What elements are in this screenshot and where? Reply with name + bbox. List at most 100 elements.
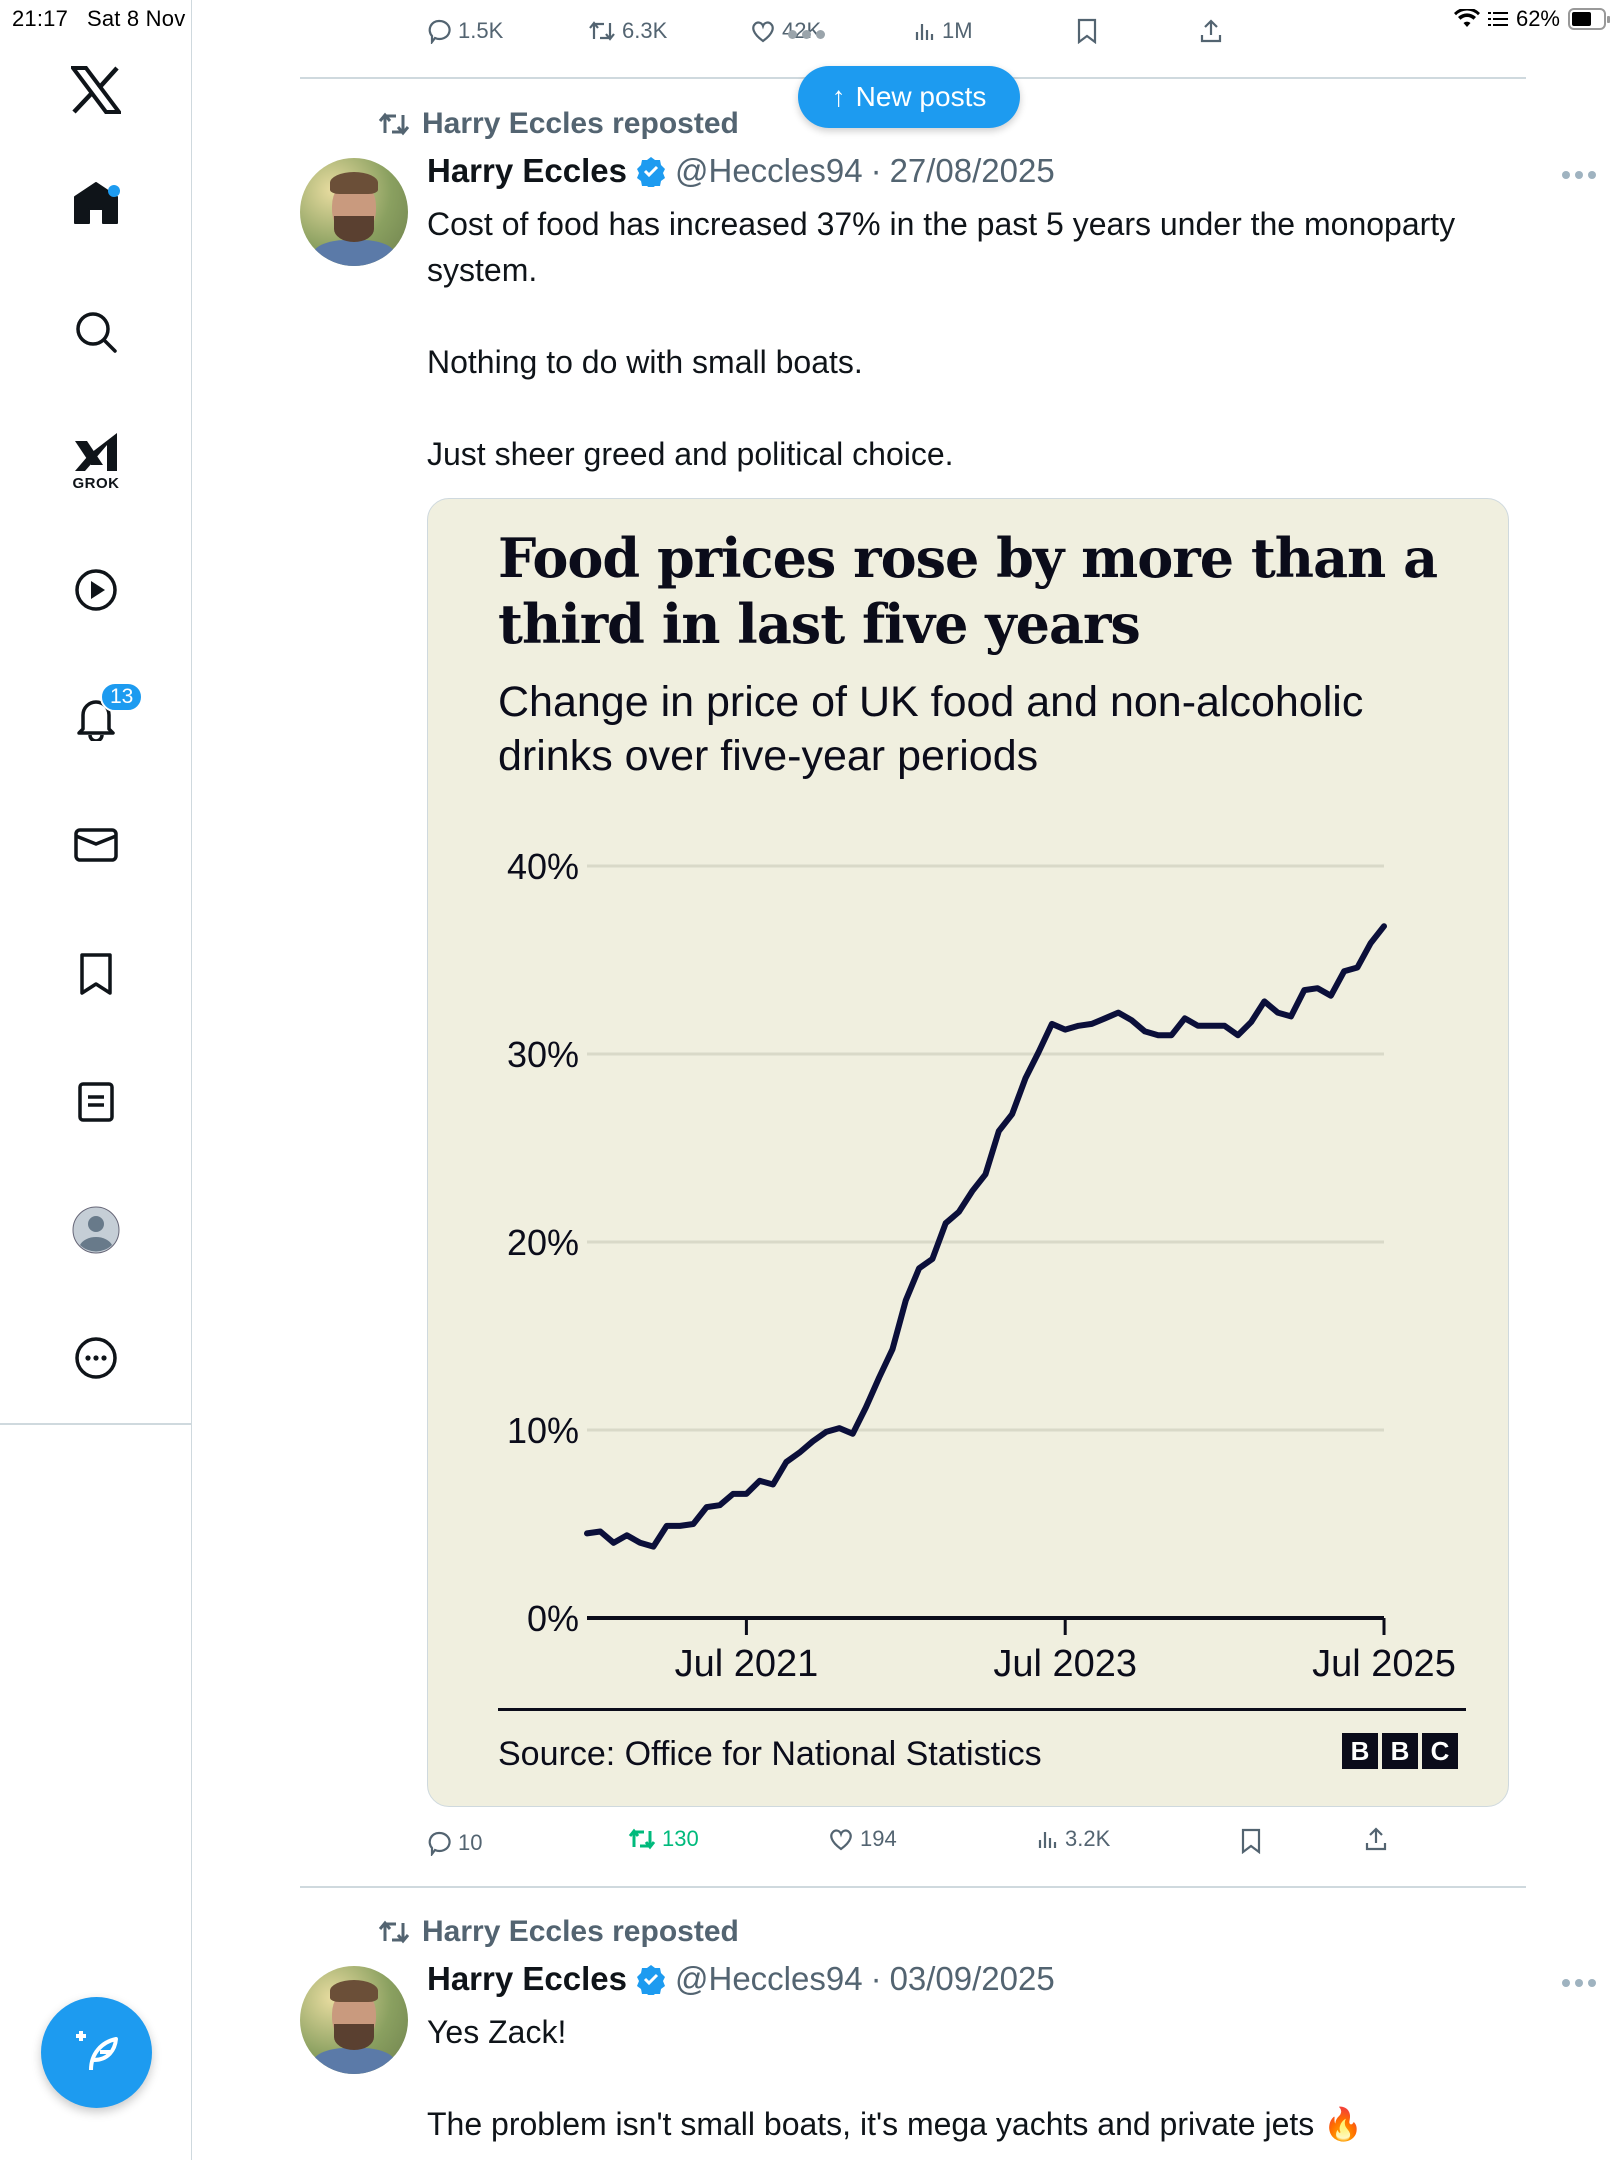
author-name[interactable]: Harry Eccles bbox=[427, 152, 627, 189]
bbc-logo-letter: C bbox=[1422, 1733, 1458, 1769]
series-line bbox=[584, 923, 1387, 1550]
tweet-header: Harry Eccles @Heccles94 · 27/08/2025 bbox=[427, 152, 1055, 190]
repost-icon bbox=[378, 1920, 410, 1944]
home-icon bbox=[74, 182, 118, 224]
sidebar-item-notifications[interactable]: 13 bbox=[56, 678, 144, 758]
header-separator: · bbox=[870, 152, 882, 189]
sidebar-item-video[interactable] bbox=[56, 550, 136, 630]
list-document-icon bbox=[78, 1082, 114, 1122]
y-tick-label: 10% bbox=[507, 1410, 579, 1451]
bbc-logo-letter: B bbox=[1382, 1733, 1418, 1769]
views-button[interactable]: 3.2K bbox=[1037, 1826, 1110, 1852]
status-indicators: 62% bbox=[1453, 6, 1610, 32]
share-button[interactable] bbox=[1199, 18, 1223, 44]
envelope-icon bbox=[74, 828, 118, 862]
reply-button[interactable]: 1.5K bbox=[426, 18, 503, 44]
x-tick-label: Jul 2023 bbox=[993, 1643, 1137, 1685]
tweet-date[interactable]: 27/08/2025 bbox=[889, 152, 1055, 189]
reply-button[interactable]: 10 bbox=[426, 1830, 482, 1856]
header-separator: · bbox=[870, 1960, 882, 1997]
sidebar-item-grok[interactable]: GROK bbox=[56, 422, 136, 502]
more-circle-icon bbox=[75, 1337, 117, 1379]
bookmark-icon bbox=[1077, 18, 1097, 44]
bookmark-button[interactable] bbox=[1240, 1828, 1262, 1854]
new-posts-button[interactable]: ↑ New posts bbox=[798, 66, 1020, 128]
y-tick-label: 20% bbox=[507, 1222, 579, 1263]
verified-badge-icon bbox=[636, 1965, 665, 1995]
line-chart: 0% 10% 20% 30% 40% Jul 2021 Jul 2023 Jul 2025 bbox=[507, 846, 1456, 1685]
share-icon bbox=[1200, 19, 1222, 43]
author-handle[interactable]: @Heccles94 bbox=[674, 152, 863, 189]
new-posts-label: New posts bbox=[855, 81, 987, 112]
loading-dots-icon bbox=[788, 30, 825, 39]
sidebar-item-profile[interactable] bbox=[56, 1190, 136, 1270]
repost-count: 6.3K bbox=[622, 18, 668, 43]
tweet-more-button[interactable] bbox=[1562, 1979, 1596, 1987]
views-count: 1M bbox=[942, 18, 973, 43]
sidebar-item-search[interactable] bbox=[56, 292, 136, 372]
status-time-date: 21:17 Sat 8 Nov bbox=[12, 6, 185, 32]
sidebar-item-home[interactable] bbox=[56, 163, 136, 243]
sidebar-item-more[interactable] bbox=[56, 1318, 136, 1398]
chart-source: Source: Office for National Statistics bbox=[498, 1735, 1042, 1773]
views-button[interactable]: 1M bbox=[914, 18, 973, 44]
tweet-text: Cost of food has increased 37% in the pa… bbox=[427, 206, 1456, 472]
tweet-more-button[interactable] bbox=[1562, 171, 1596, 179]
like-button[interactable]: 42K bbox=[750, 18, 821, 44]
chart-title: Food prices rose by more than a third in… bbox=[498, 526, 1438, 656]
sidebar-divider bbox=[0, 1423, 192, 1425]
x-logo-icon bbox=[71, 66, 121, 114]
like-button[interactable]: 194 bbox=[828, 1826, 897, 1852]
grok-icon bbox=[75, 432, 117, 471]
status-time: 21:17 bbox=[12, 6, 69, 31]
chart-image[interactable]: Food prices rose by more than a third in… bbox=[427, 498, 1509, 1807]
reply-icon bbox=[428, 1831, 451, 1856]
search-icon bbox=[76, 312, 117, 353]
author-avatar[interactable] bbox=[300, 158, 408, 266]
compose-post-button[interactable] bbox=[41, 1997, 152, 2108]
repost-label: Harry Eccles reposted bbox=[422, 107, 739, 140]
tweet-header: Harry Eccles @Heccles94 · 03/09/2025 bbox=[427, 1960, 1055, 1998]
author-avatar[interactable] bbox=[300, 1966, 408, 2074]
sidebar: GROK 13 bbox=[0, 0, 192, 2160]
tweet-text: Yes Zack! The problem isn't small boats,… bbox=[427, 2014, 1364, 2142]
bookmark-icon bbox=[80, 953, 112, 995]
sidebar-item-bookmarks[interactable] bbox=[56, 934, 136, 1014]
x-tick-label: Jul 2021 bbox=[675, 1643, 819, 1685]
like-count: 194 bbox=[860, 1826, 897, 1851]
compose-feather-icon bbox=[75, 2030, 118, 2070]
sidebar-item-messages[interactable] bbox=[56, 806, 136, 886]
heart-icon bbox=[830, 1829, 852, 1851]
repost-icon bbox=[628, 1828, 656, 1850]
sidebar-item-lists[interactable] bbox=[56, 1062, 136, 1142]
status-date: Sat 8 Nov bbox=[87, 6, 186, 31]
repost-icon bbox=[589, 21, 615, 41]
tweet-divider bbox=[300, 1886, 1526, 1888]
timeline-feed: 1.5K 6.3K 42K 1M ↑ New posts Harry Ecc bbox=[192, 0, 1620, 2160]
views-count: 3.2K bbox=[1065, 1826, 1111, 1851]
list-icon bbox=[1487, 12, 1508, 26]
repost-context: Harry Eccles reposted bbox=[378, 107, 739, 141]
tweet-date[interactable]: 03/09/2025 bbox=[889, 1960, 1055, 1997]
notifications-badge: 13 bbox=[100, 682, 144, 712]
battery-icon bbox=[1568, 8, 1610, 30]
reply-count: 1.5K bbox=[458, 18, 504, 43]
x-logo-button[interactable] bbox=[56, 50, 136, 130]
repost-button[interactable]: 6.3K bbox=[588, 18, 667, 44]
author-handle[interactable]: @Heccles94 bbox=[674, 1960, 863, 1997]
grok-label: GROK bbox=[72, 474, 120, 492]
author-name[interactable]: Harry Eccles bbox=[427, 1960, 627, 1997]
home-notification-dot bbox=[108, 185, 120, 197]
bbc-logo: B B C bbox=[1342, 1733, 1458, 1769]
reply-icon bbox=[428, 19, 451, 44]
share-button[interactable] bbox=[1364, 1826, 1388, 1852]
repost-button[interactable]: 130 bbox=[628, 1826, 699, 1852]
repost-count: 130 bbox=[662, 1826, 699, 1851]
chart-subtitle: Change in price of UK food and non-alcoh… bbox=[498, 678, 1364, 780]
bookmark-button[interactable] bbox=[1076, 18, 1098, 44]
verified-badge-icon bbox=[636, 157, 665, 187]
bbc-logo-letter: B bbox=[1342, 1733, 1378, 1769]
arrow-up-icon: ↑ bbox=[831, 81, 846, 112]
heart-icon bbox=[752, 21, 774, 43]
x-tick-label: Jul 2025 bbox=[1312, 1643, 1456, 1685]
